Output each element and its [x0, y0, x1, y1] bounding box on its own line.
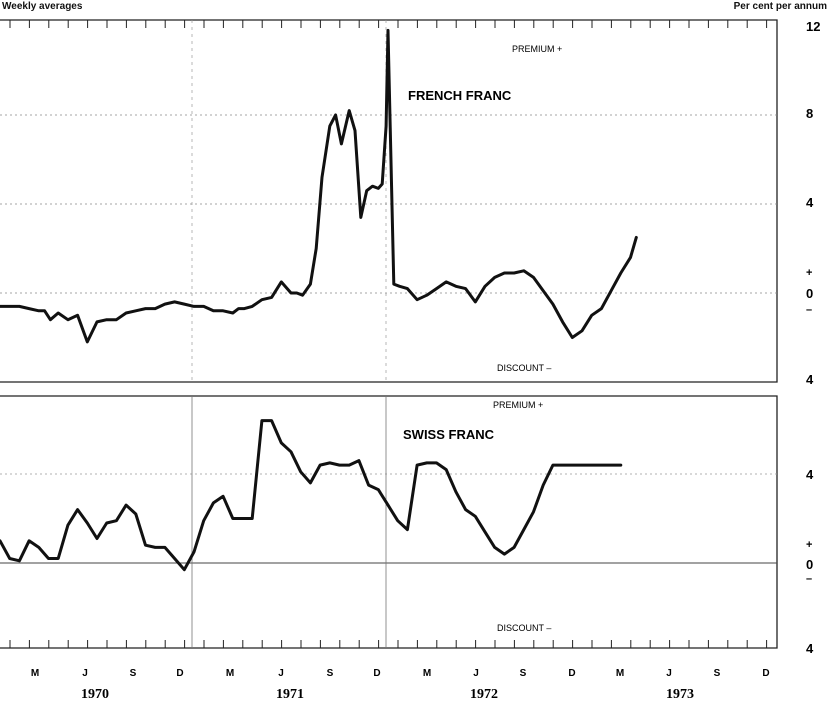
x-month-label-12: M — [616, 668, 624, 679]
french-franc-label: FRENCH FRANC — [408, 88, 512, 103]
french-y-tick-4: 4 — [806, 372, 814, 387]
x-month-label-8: M — [423, 668, 431, 679]
x-month-label-6: S — [327, 668, 334, 679]
x-month-label-15: D — [762, 668, 769, 679]
x-month-label-14: S — [714, 668, 721, 679]
x-month-label-1: J — [82, 668, 88, 679]
x-month-label-7: D — [373, 668, 380, 679]
x-month-label-10: S — [520, 668, 527, 679]
french-franc-series-line — [0, 28, 638, 344]
swiss-franc-series-line — [0, 419, 623, 572]
x-year-label-0: 1970 — [81, 687, 109, 702]
french-premium-label: PREMIUM + — [512, 44, 562, 54]
x-month-label-13: J — [666, 668, 672, 679]
x-year-label-2: 1972 — [470, 687, 498, 702]
panel-frame-french — [0, 19, 778, 383]
swiss-y-tick-0: 4 — [806, 467, 814, 482]
x-month-label-0: M — [31, 668, 39, 679]
x-month-label-4: M — [226, 668, 234, 679]
zero-sign-marker-0: + — [806, 267, 812, 279]
x-month-label-2: S — [130, 668, 137, 679]
swiss-premium-label: PREMIUM + — [493, 400, 543, 410]
french-y-tick-1: 8 — [806, 106, 813, 121]
zero-sign-marker-1: – — [806, 304, 812, 316]
chart-header-right: Per cent per annum — [733, 1, 827, 12]
french-y-tick-0: 12 — [806, 19, 820, 34]
swiss-y-tick-2: 4 — [806, 641, 814, 656]
french-discount-label: DISCOUNT – — [497, 363, 551, 373]
panel-frame-swiss — [0, 395, 778, 649]
chart-header-left: Weekly averages — [2, 1, 83, 12]
swiss-discount-label: DISCOUNT – — [497, 623, 551, 633]
french-y-tick-2: 4 — [806, 195, 814, 210]
x-month-label-11: D — [568, 668, 575, 679]
french-y-tick-3: 0 — [806, 286, 813, 301]
x-month-label-9: J — [473, 668, 479, 679]
x-year-label-1: 1971 — [276, 687, 304, 702]
swiss-franc-label: SWISS FRANC — [403, 427, 495, 442]
x-year-label-3: 1973 — [666, 687, 694, 702]
zero-sign-marker-3: – — [806, 573, 812, 585]
x-month-label-3: D — [176, 668, 183, 679]
x-month-label-5: J — [278, 668, 284, 679]
swiss-y-tick-1: 0 — [806, 557, 813, 572]
zero-sign-marker-2: + — [806, 539, 812, 551]
